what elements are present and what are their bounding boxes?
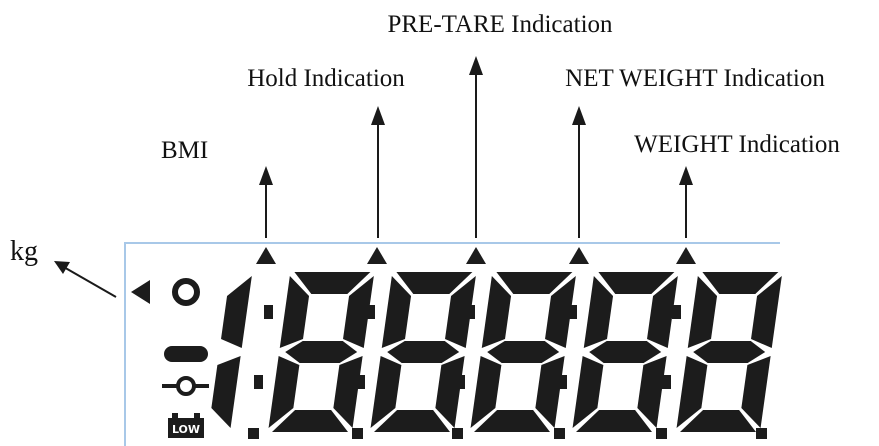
seven-segment-digits bbox=[211, 272, 781, 439]
colon-dot bbox=[254, 375, 263, 389]
digit-segment bbox=[637, 356, 666, 428]
battery-label: LOW bbox=[172, 423, 200, 436]
net-weight-label: NET WEIGHT Indication bbox=[565, 65, 825, 92]
arrow-head bbox=[469, 56, 483, 75]
minus-icon bbox=[164, 346, 208, 362]
battery-terminal bbox=[194, 413, 200, 418]
indicator-triangle bbox=[367, 247, 387, 264]
digit-segment bbox=[693, 341, 765, 363]
kg-arrow-line bbox=[62, 266, 116, 297]
digit-segment bbox=[741, 356, 770, 428]
digit-segment bbox=[382, 276, 411, 348]
lcd-diagram: PRE-TARE Indication Hold Indication NET … bbox=[0, 0, 879, 446]
indicator-triangles bbox=[256, 247, 696, 264]
decimal-dot bbox=[756, 428, 767, 439]
colon-dot bbox=[568, 305, 577, 319]
kg-label: kg bbox=[10, 236, 38, 267]
pre-tare-label: PRE-TARE Indication bbox=[387, 11, 613, 38]
decimal-dot bbox=[248, 428, 259, 439]
digit-segment bbox=[535, 356, 564, 428]
colon-dot bbox=[558, 375, 567, 389]
hold-label: Hold Indication bbox=[247, 65, 405, 92]
digit-segment bbox=[280, 276, 309, 348]
digit-segment bbox=[482, 276, 511, 348]
digit-segment bbox=[435, 356, 464, 428]
digit-segment bbox=[487, 341, 559, 363]
kg-arrow-head bbox=[54, 261, 70, 274]
kg-pointer-icon bbox=[131, 280, 150, 304]
decimal-dot bbox=[352, 428, 363, 439]
colon-dot bbox=[366, 305, 375, 319]
arrow-head bbox=[259, 166, 273, 185]
indicator-triangle bbox=[466, 247, 486, 264]
indicator-triangle bbox=[676, 247, 696, 264]
ring-icon bbox=[175, 281, 197, 303]
digit-segment bbox=[285, 341, 357, 363]
arrow-head bbox=[679, 166, 693, 185]
colon-dot bbox=[672, 305, 681, 319]
decimal-dot bbox=[452, 428, 463, 439]
indicator-triangle bbox=[256, 247, 276, 264]
digit-segment bbox=[584, 276, 613, 348]
zero-icon bbox=[178, 378, 194, 394]
arrow-head bbox=[572, 106, 586, 125]
battery-terminal bbox=[172, 413, 178, 418]
decimal-dot bbox=[554, 428, 565, 439]
colon-dot bbox=[456, 375, 465, 389]
digit-segment bbox=[688, 276, 717, 348]
digit-segment bbox=[211, 356, 240, 428]
digit-segment bbox=[333, 356, 362, 428]
digit-segment bbox=[589, 341, 661, 363]
colon-dot bbox=[662, 375, 671, 389]
colon-dot bbox=[466, 305, 475, 319]
status-icons: LOW bbox=[131, 280, 209, 438]
decimal-dot bbox=[656, 428, 667, 439]
weight-label: WEIGHT Indication bbox=[634, 131, 840, 158]
indicator-triangle bbox=[569, 247, 589, 264]
digit-segment bbox=[387, 341, 459, 363]
bmi-label: BMI bbox=[161, 137, 208, 164]
colon-dot bbox=[264, 305, 273, 319]
digit-segment bbox=[221, 276, 252, 348]
colon-dot bbox=[356, 375, 365, 389]
arrow-head bbox=[371, 106, 385, 125]
